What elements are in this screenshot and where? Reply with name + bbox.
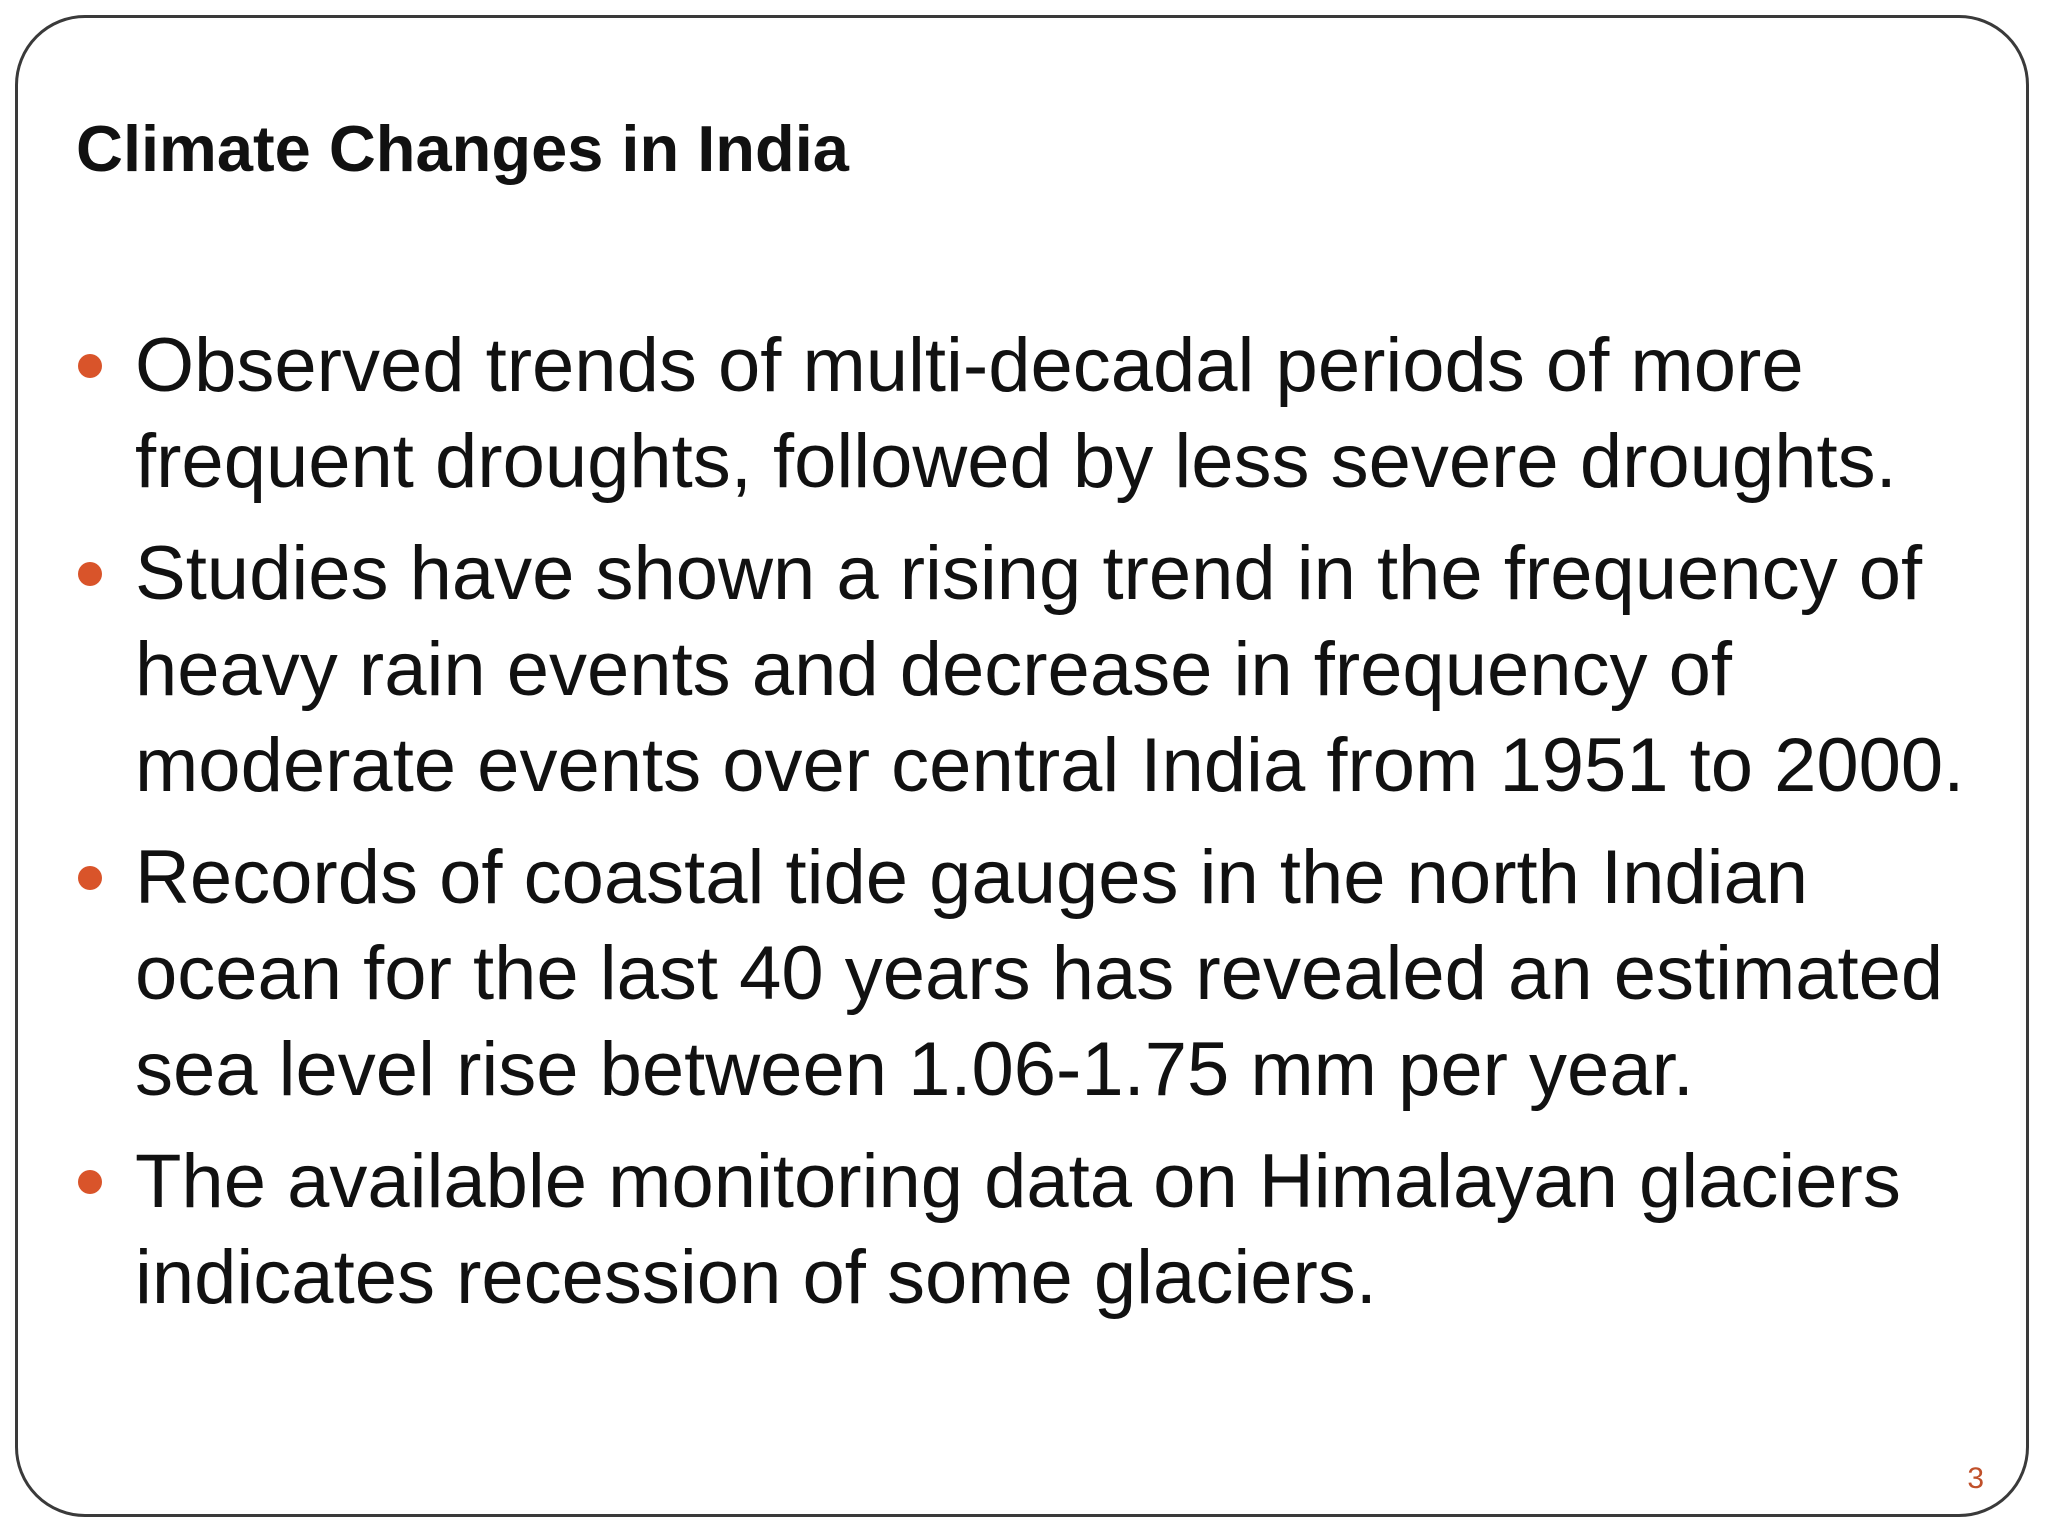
bullet-list: Observed trends of multi-decadal periods… bbox=[18, 318, 2026, 1342]
bullet-text: Observed trends of multi-decadal periods… bbox=[135, 323, 1897, 504]
bullet-item: Studies have shown a rising trend in the… bbox=[18, 526, 2026, 814]
bullet-text: The available monitoring data on Himalay… bbox=[135, 1139, 1901, 1320]
bullet-item: Records of coastal tide gauges in the no… bbox=[18, 830, 2026, 1118]
bullet-dot-icon bbox=[78, 1170, 102, 1194]
bullet-item: The available monitoring data on Himalay… bbox=[18, 1134, 2026, 1326]
bullet-item: Observed trends of multi-decadal periods… bbox=[18, 318, 2026, 510]
bullet-dot-icon bbox=[78, 866, 102, 890]
bullet-text: Studies have shown a rising trend in the… bbox=[135, 531, 1965, 808]
slide-title: Climate Changes in India bbox=[76, 112, 849, 185]
page-number: 3 bbox=[1967, 1462, 1984, 1495]
bullet-dot-icon bbox=[78, 562, 102, 586]
slide-frame: Climate Changes in India Observed trends… bbox=[15, 15, 2029, 1517]
bullet-dot-icon bbox=[78, 354, 102, 378]
bullet-text: Records of coastal tide gauges in the no… bbox=[135, 835, 1944, 1112]
